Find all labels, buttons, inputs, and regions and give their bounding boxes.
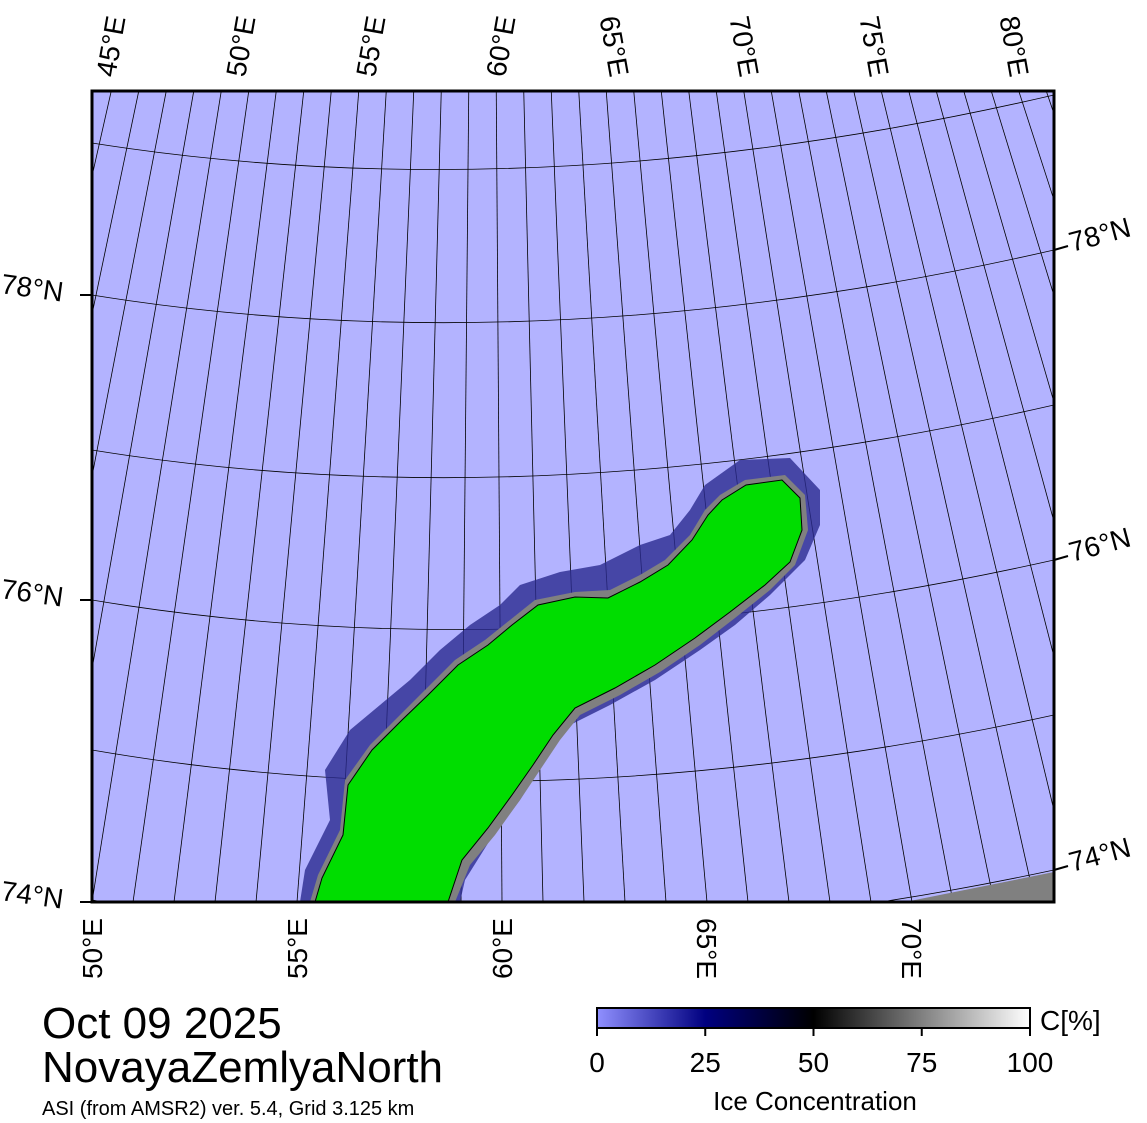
source: ASI (from AMSR2) ver. 5.4, Grid 3.125 km xyxy=(42,1098,414,1120)
meridian-line xyxy=(605,91,667,902)
right-latitude-label: 74°N xyxy=(1066,832,1134,878)
meridian-line xyxy=(1045,91,1054,116)
date: Oct 09 2025 xyxy=(42,999,282,1048)
meridian-line xyxy=(798,91,954,902)
map-frame xyxy=(90,89,1056,904)
latitude-line xyxy=(92,404,1054,479)
meridian-line xyxy=(963,91,1054,404)
right-latitude-label: 76°N xyxy=(1066,522,1134,568)
land-group xyxy=(300,458,1054,902)
colorbar-unit: C[%] xyxy=(1040,1005,1101,1036)
colorbar-label: Ice Concentration xyxy=(713,1086,917,1116)
meridian-line xyxy=(0,91,84,902)
top-longitude-label: 50°E xyxy=(220,14,261,79)
colorbar-tick-label: 0 xyxy=(589,1047,605,1078)
latitude-line xyxy=(92,714,1054,783)
meridian-line xyxy=(92,91,140,317)
top-longitude-label: 45°E xyxy=(90,14,131,79)
top-longitude-label: 70°E xyxy=(723,14,764,79)
colorbar-tick-label: 25 xyxy=(690,1047,721,1078)
right-latitude-label: 78°N xyxy=(1066,212,1134,258)
meridian-line xyxy=(908,91,1054,659)
top-longitude-label: 60°E xyxy=(480,14,521,79)
ocean xyxy=(92,91,1054,902)
top-longitude-label: 80°E xyxy=(993,14,1034,79)
right-latitude-tick xyxy=(1053,865,1069,871)
left-latitude-label: 74°N xyxy=(0,875,65,914)
top-longitude-label: 65°E xyxy=(593,14,634,79)
left-latitude-label: 78°N xyxy=(0,268,65,307)
meridian-line xyxy=(214,91,305,902)
meridian-line xyxy=(255,91,332,902)
colorbar xyxy=(596,1007,1031,1029)
meridian-line xyxy=(1074,91,1147,902)
top-longitude-label: 55°E xyxy=(350,14,391,79)
bottom-longitude-label: 70°E xyxy=(896,918,927,979)
latitude-line xyxy=(92,249,1054,324)
meridian-line xyxy=(578,91,626,902)
top-longitude-label: 75°E xyxy=(853,14,894,79)
bottom-longitude-label: 65°E xyxy=(691,918,722,979)
meridian-line xyxy=(770,91,913,902)
meridian-line xyxy=(173,91,277,902)
meridian-line xyxy=(92,91,222,902)
meridian-line xyxy=(92,91,167,479)
meridian-line xyxy=(550,91,585,902)
land-mainland xyxy=(905,872,1054,902)
latitude-line xyxy=(92,94,1054,170)
land-novaya-zemlya xyxy=(314,479,803,902)
bottom-longitude-label: 60°E xyxy=(487,918,518,979)
latitude-line xyxy=(92,869,1054,902)
left-latitude-label: 76°N xyxy=(0,573,65,612)
meridian-line xyxy=(92,91,195,672)
meridian-line xyxy=(296,91,360,902)
meridian-line xyxy=(633,91,708,902)
meridian-line xyxy=(935,91,1054,524)
meridian-line xyxy=(825,91,995,902)
right-latitude-tick xyxy=(1053,555,1069,561)
right-latitude-tick xyxy=(1053,245,1069,251)
meridian-line xyxy=(0,91,56,902)
bottom-longitude-label: 55°E xyxy=(282,918,313,979)
meridian-line xyxy=(853,91,1036,902)
colorbar-tick-label: 75 xyxy=(906,1047,937,1078)
colorbar-tick-label: 50 xyxy=(798,1047,829,1078)
meridian-line xyxy=(132,91,250,902)
bottom-longitude-label: 50°E xyxy=(77,918,108,979)
region: NovayaZemlyaNorth xyxy=(42,1043,443,1092)
meridian-line xyxy=(880,91,1054,813)
colorbar-tick-label: 100 xyxy=(1007,1047,1054,1078)
meridian-line xyxy=(990,91,1054,297)
